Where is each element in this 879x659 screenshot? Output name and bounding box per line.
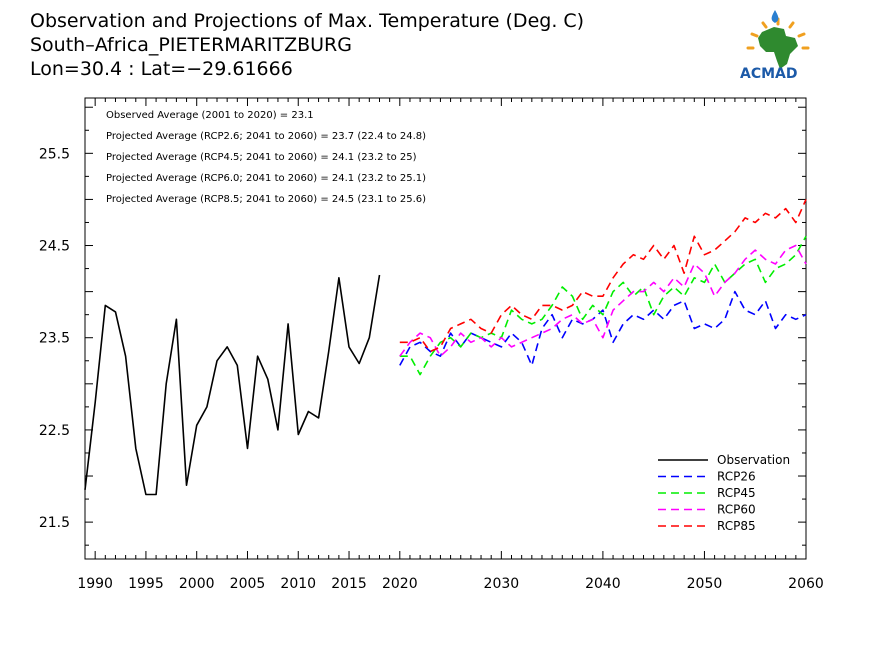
plot-frame [84,97,807,560]
x-tick-label: 2030 [484,576,520,592]
y-tick-label: 24.5 [39,239,70,255]
chart-title: Observation and Projections of Max. Temp… [30,10,584,32]
legend-label: RCP45 [717,486,756,500]
chart-subtitle-coordinates: Lon=30.4 : Lat=−29.61666 [30,58,293,80]
series-line-observation [84,274,381,496]
annotation-line: Projected Average (RCP8.5; 2041 to 2060)… [106,194,426,205]
x-tick-label: 2005 [230,576,266,592]
x-tick-label: 2040 [585,576,621,592]
x-tick-label: 2050 [687,576,723,592]
annotation-line: Projected Average (RCP6.0; 2041 to 2060)… [106,173,426,184]
y-tick-label: 21.5 [39,515,70,531]
x-tick-label: 2020 [382,576,418,592]
x-tick-label: 2060 [788,576,824,592]
series-line-rcp85 [399,199,807,353]
acmad-logo: ACMAD [740,10,810,82]
africa-map-logo-icon [746,10,810,69]
legend-label: RCP60 [717,503,756,517]
annotation-block: Observed Average (2001 to 2020) = 23.1 Pr… [106,110,426,205]
x-tick-label: 1995 [128,576,164,592]
x-axis: 1990 1995 2000 2005 2010 2015 2020 2030 2040 2050… [77,98,824,592]
x-tick-label: 2010 [280,576,316,592]
x-tick-label: 1990 [77,576,113,592]
legend-label: Observation [717,453,790,467]
legend-label: RCP26 [717,470,756,484]
logo-text: ACMAD [740,66,798,82]
y-tick-label: 22.5 [39,423,70,439]
series-line-rcp60 [399,244,807,358]
y-axis: 21.5 22.5 23.5 24.5 25.5 [39,106,806,546]
series-line-rcp45 [399,235,807,376]
annotation-line: Projected Average (RCP2.6; 2041 to 2060)… [106,131,426,142]
x-tick-label: 2015 [331,576,367,592]
chart-subtitle-location: South–Africa_PIETERMARITZBURG [30,34,352,56]
legend-label: RCP85 [717,519,756,533]
x-tick-label: 2000 [179,576,215,592]
annotation-line: Projected Average (RCP4.5; 2041 to 2060)… [106,152,417,163]
annotation-line: Observed Average (2001 to 2020) = 23.1 [106,110,314,121]
series-line-rcp26 [399,290,807,367]
series-layer [84,199,807,496]
legend: Observation RCP26 RCP45 RCP60 RCP85 [658,453,790,533]
y-tick-label: 23.5 [39,331,70,347]
y-tick-label: 25.5 [39,146,70,162]
